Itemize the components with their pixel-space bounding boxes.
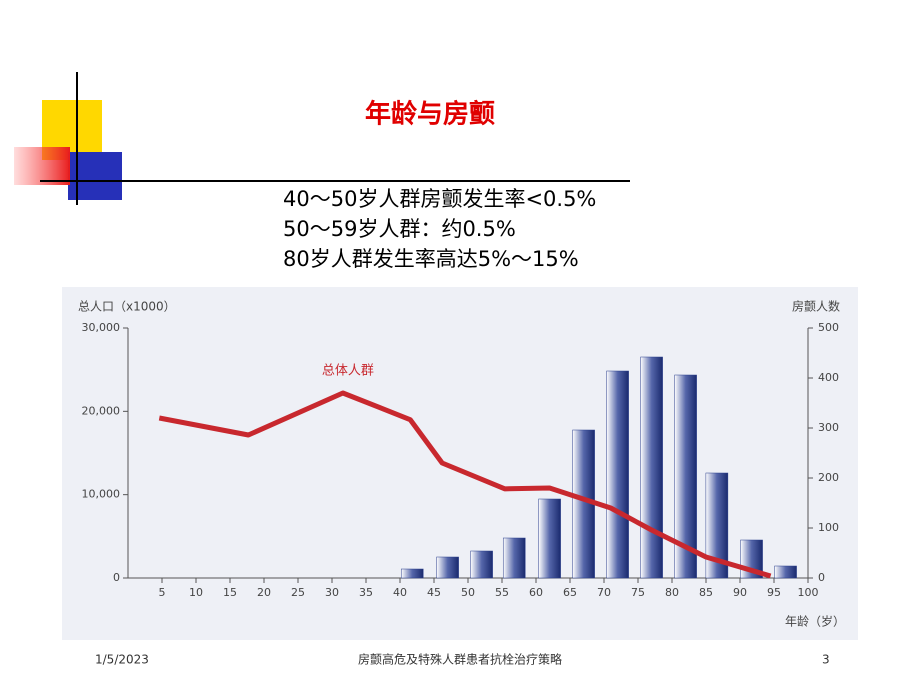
y-tick-label: 20,000 [82, 404, 121, 417]
y2-tick-label: 500 [818, 321, 839, 334]
slide-title: 年龄与房颤 [365, 99, 495, 130]
x-tick-label: 25 [291, 586, 305, 599]
bar [606, 370, 629, 579]
text-line: 50～59岁人群：约0.5% [283, 217, 516, 241]
x-tick-label: 95 [767, 586, 781, 599]
x-tick-label: 65 [563, 586, 577, 599]
x-tick-label: 15 [223, 586, 237, 599]
x-tick-label: 45 [427, 586, 441, 599]
x-tick-label: 55 [495, 586, 509, 599]
x-tick-label: 20 [257, 586, 271, 599]
bar [774, 565, 797, 579]
text-line: 40～50岁人群房颤发生率<0.5% [283, 187, 596, 211]
y2-tick-label: 0 [818, 571, 825, 584]
text-line: 80岁人群发生率高达5%～15% [283, 247, 579, 271]
x-tick-label: 80 [665, 586, 679, 599]
bar [640, 356, 663, 579]
y-tick-label: 10,000 [82, 488, 121, 501]
y2-tick-label: 300 [818, 421, 839, 434]
x-tick-label: 40 [393, 586, 407, 599]
bar [502, 537, 526, 579]
y2-tick-label: 200 [818, 471, 839, 484]
x-axis-label: 年龄（岁） [785, 614, 845, 629]
bar [470, 550, 493, 579]
footer-text: 房颤高危及特殊人群患者抗栓治疗策略 [358, 652, 562, 667]
x-tick-label: 50 [461, 586, 475, 599]
x-tick-label: 60 [529, 586, 543, 599]
bar [538, 498, 561, 579]
x-tick-label: 10 [189, 586, 203, 599]
x-tick-label: 90 [733, 586, 747, 599]
bar [674, 374, 697, 579]
x-tick-label: 35 [359, 586, 373, 599]
footer-page: 3 [822, 653, 830, 667]
bar [436, 556, 459, 579]
x-tick-label: 85 [699, 586, 713, 599]
bar [400, 568, 424, 579]
x-tick-label: 75 [631, 586, 645, 599]
line [158, 390, 772, 579]
y2-tick-label: 100 [818, 521, 839, 534]
x-tick-label: 30 [325, 586, 339, 599]
series-label: 总体人群 [322, 364, 374, 379]
x-tick-label: 5 [159, 586, 166, 599]
y2-tick-label: 400 [818, 371, 839, 384]
y-tick-label: 30,000 [82, 321, 121, 334]
x-tick-label: 100 [798, 586, 819, 599]
y-axis-label: 总人口（x1000） [78, 300, 176, 314]
footer-date: 1/5/2023 [95, 653, 149, 667]
deco-red [14, 147, 70, 185]
chart-background [62, 287, 858, 640]
y-tick-label: 0 [113, 571, 120, 584]
bar [705, 472, 729, 579]
y2-axis-label: 房颤人数 [792, 299, 840, 314]
x-tick-label: 70 [597, 586, 611, 599]
